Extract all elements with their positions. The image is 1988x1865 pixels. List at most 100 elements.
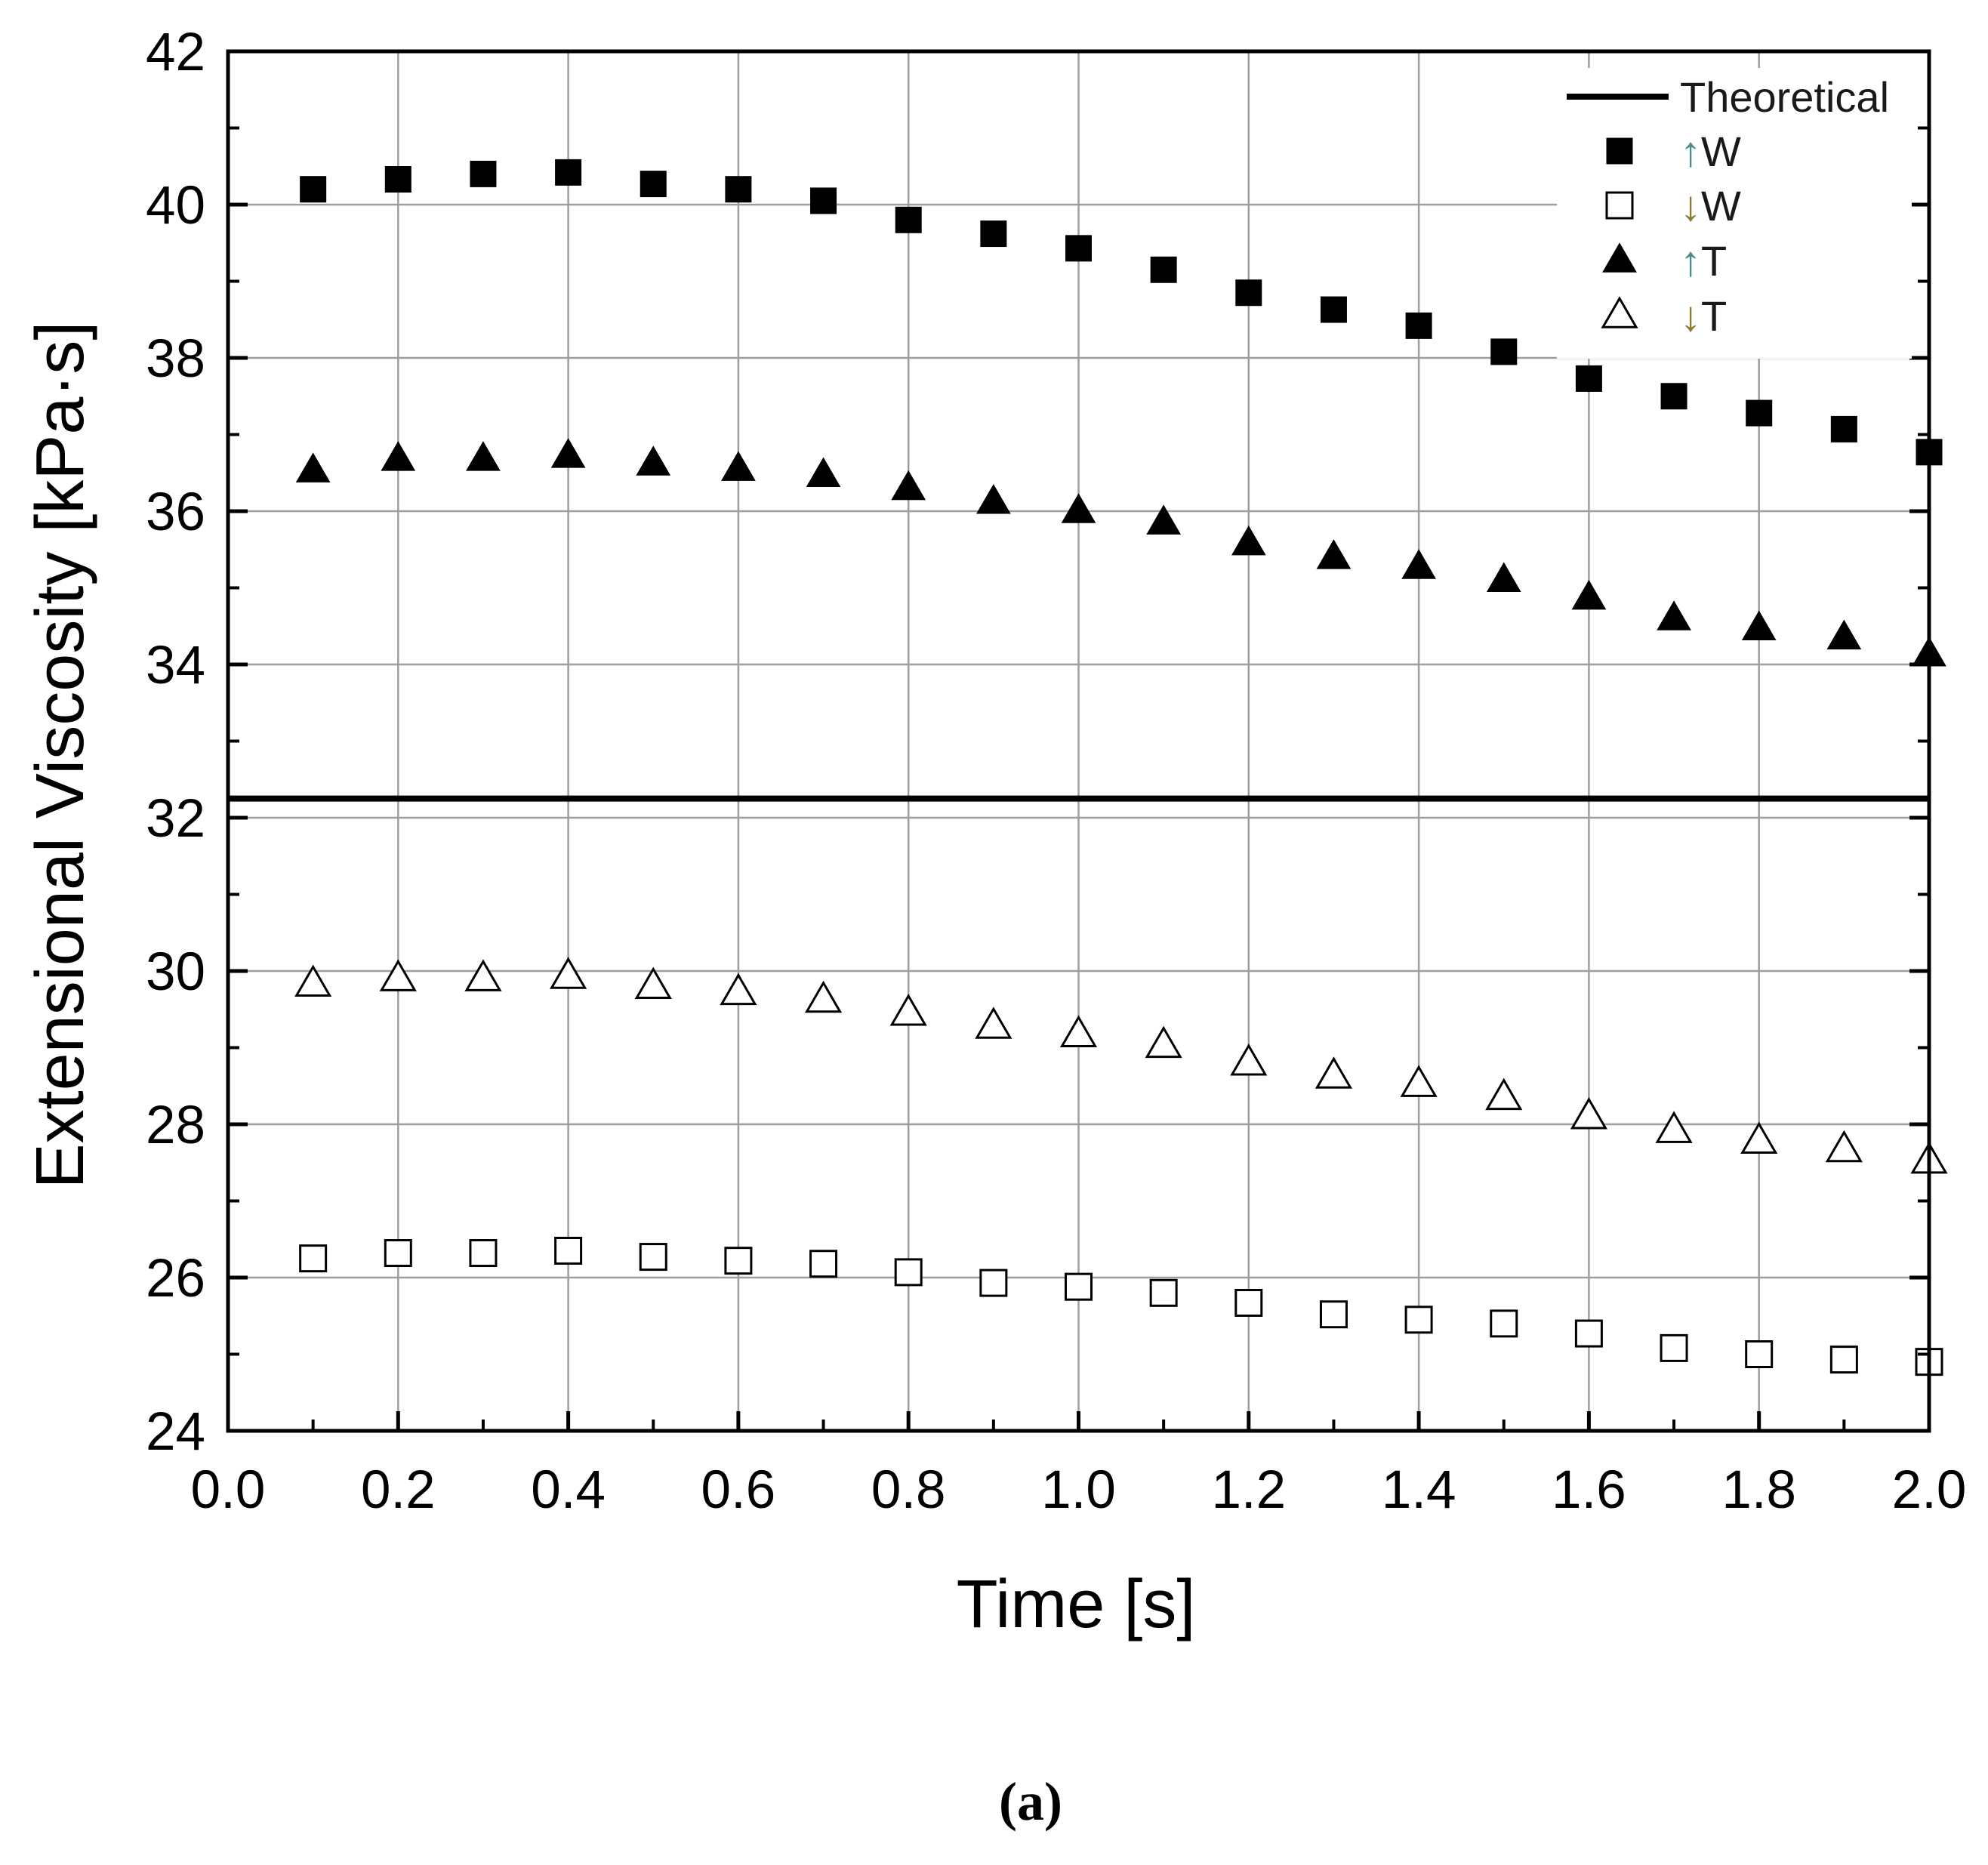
legend-marker (1606, 137, 1633, 165)
data-point (894, 1258, 923, 1287)
legend-marker (1602, 242, 1637, 273)
data-point (721, 451, 756, 481)
data-point (639, 1243, 667, 1272)
data-point (979, 1269, 1008, 1297)
legend-letter: W (1701, 128, 1741, 175)
y-tick-label: 38 (146, 329, 205, 389)
data-point (1570, 1097, 1608, 1130)
data-point (1826, 619, 1862, 650)
y-axis-tick-labels: 24 26 28 30 32 34 36 38 40 42 (146, 23, 205, 1462)
data-point (466, 441, 501, 471)
legend-letter: T (1701, 237, 1727, 285)
data-point (1320, 296, 1347, 323)
data-point (1231, 525, 1266, 556)
data-point (810, 187, 837, 214)
legend-label: ↑W (1680, 128, 1741, 175)
x-tick-label: 1.4 (1382, 1460, 1456, 1520)
data-point (1574, 1319, 1603, 1348)
data-point (1315, 1056, 1353, 1089)
data-point (381, 441, 416, 471)
data-point (1825, 1130, 1863, 1163)
data-point (1830, 415, 1857, 442)
data-point (1400, 1065, 1438, 1097)
data-point (1401, 549, 1436, 579)
data-point (1065, 235, 1092, 262)
x-tick-label: 0.2 (361, 1460, 436, 1520)
legend-arrow: ↓ (1680, 292, 1701, 340)
data-point (1657, 600, 1691, 630)
x-tick-label: 1.6 (1552, 1460, 1626, 1520)
figure-caption: (a) (999, 1771, 1062, 1832)
x-axis-title: Time [s] (957, 1567, 1196, 1642)
x-tick-label: 0.6 (701, 1460, 776, 1520)
legend-arrow: ↑ (1680, 128, 1701, 175)
y-tick-label: 26 (146, 1249, 205, 1309)
series-1-points (300, 159, 1943, 466)
data-point (1571, 579, 1607, 610)
x-tick-label: 1.8 (1721, 1460, 1796, 1520)
data-point (294, 964, 332, 997)
legend-label: ↑T (1680, 237, 1727, 285)
data-point (1149, 1278, 1178, 1307)
data-point (1234, 1288, 1263, 1317)
data-point (1490, 1309, 1518, 1338)
data-point (804, 980, 843, 1013)
data-point (725, 176, 752, 203)
legend-label: ↓W (1680, 182, 1741, 230)
data-point (1405, 312, 1432, 339)
x-tick-label: 0.8 (871, 1460, 946, 1520)
y-tick-label: 32 (146, 789, 205, 849)
axis-ticks (226, 49, 1931, 1433)
data-point (1230, 1043, 1268, 1076)
y-tick-label: 28 (146, 1096, 205, 1155)
y-tick-label: 30 (146, 942, 205, 1002)
data-point (554, 1236, 583, 1265)
y-tick-label: 40 (146, 176, 205, 236)
data-point (384, 166, 411, 193)
data-point (1655, 1111, 1693, 1143)
data-point (379, 959, 417, 991)
y-axis-title: Extensional Viscosity [kPa·s] (23, 322, 98, 1189)
data-point (299, 1244, 328, 1273)
data-point (1145, 1025, 1182, 1059)
data-point (640, 171, 667, 198)
data-point (464, 959, 502, 991)
legend-letter: W (1701, 182, 1741, 230)
legend-marker (1605, 191, 1634, 220)
data-point (550, 438, 586, 468)
data-point (806, 457, 841, 487)
data-point (1065, 1272, 1093, 1301)
data-point (980, 220, 1007, 248)
legend-label: ↓T (1680, 292, 1727, 340)
x-tick-label: 0.0 (191, 1460, 266, 1520)
legend: Theoretical↑W↓W↑T↓T (1557, 68, 1912, 359)
data-point (549, 957, 587, 989)
data-markers (294, 159, 1948, 1376)
x-tick-label: 1.2 (1211, 1460, 1286, 1520)
data-point (1740, 1121, 1778, 1154)
legend-arrow: ↑ (1680, 237, 1701, 285)
legend-theoretical-label: Theoretical (1680, 73, 1889, 121)
data-point (1829, 1346, 1858, 1374)
data-point (891, 470, 926, 501)
data-point (1235, 279, 1262, 307)
data-point (1316, 539, 1352, 569)
legend-marker (1601, 296, 1638, 328)
data-point (1404, 1306, 1433, 1334)
data-point (720, 973, 757, 1006)
data-point (470, 160, 497, 187)
data-point (976, 484, 1011, 514)
data-point (809, 1250, 838, 1278)
data-point (1486, 562, 1521, 593)
data-point (724, 1247, 753, 1275)
data-point (1059, 1015, 1098, 1047)
data-point (1660, 1333, 1688, 1362)
data-point (555, 159, 582, 186)
data-point (895, 206, 922, 233)
data-point (1746, 399, 1773, 427)
data-point (1485, 1077, 1523, 1111)
data-point (295, 452, 331, 482)
y-tick-label: 24 (146, 1402, 205, 1462)
x-tick-label: 1.0 (1041, 1460, 1116, 1520)
